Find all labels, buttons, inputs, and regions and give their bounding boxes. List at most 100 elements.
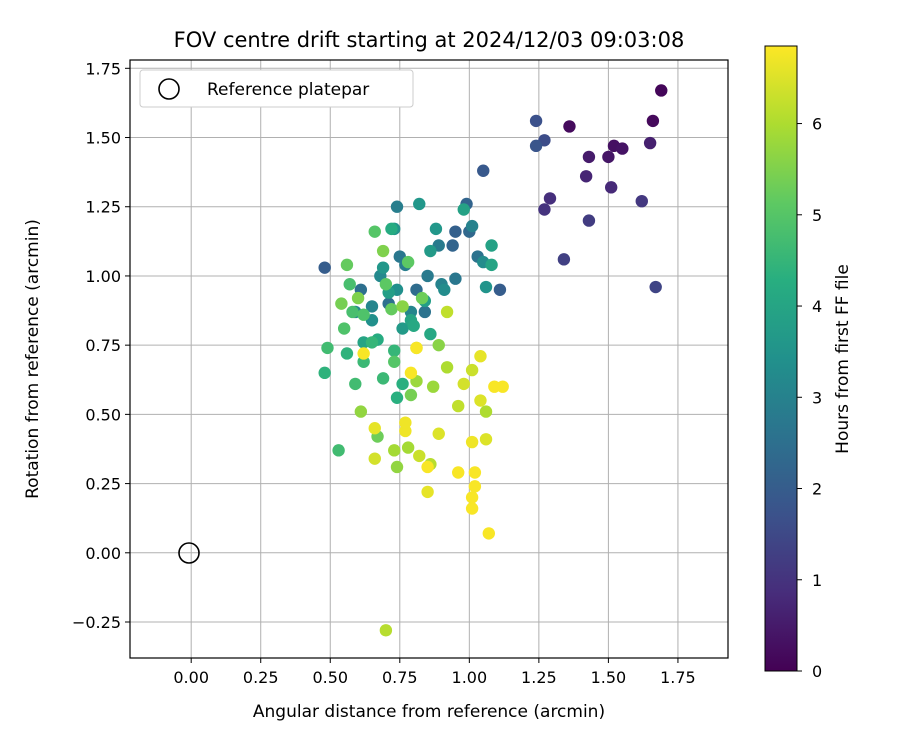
data-point xyxy=(407,319,420,332)
y-axis-label: Rotation from reference (arcmin) xyxy=(23,219,43,499)
x-tick-label: 1.25 xyxy=(521,668,557,687)
data-point xyxy=(479,280,493,294)
colorbar-tick-label: 3 xyxy=(812,388,822,407)
data-point xyxy=(429,222,443,236)
data-point xyxy=(390,460,404,474)
data-point xyxy=(396,322,409,335)
data-point xyxy=(474,350,487,363)
data-point xyxy=(418,305,432,319)
data-point xyxy=(421,485,434,499)
plot-frame xyxy=(129,59,729,659)
y-tick-label: 1.75 xyxy=(85,59,121,78)
data-point xyxy=(421,460,434,474)
colorbar-tick-label: 1 xyxy=(812,571,822,590)
data-point xyxy=(616,142,629,155)
data-point xyxy=(421,269,434,283)
data-point xyxy=(379,624,393,637)
data-point xyxy=(401,441,415,454)
data-point xyxy=(602,150,615,164)
reference-point-marker xyxy=(178,542,200,564)
data-point xyxy=(440,361,454,374)
data-point xyxy=(582,150,596,164)
data-point xyxy=(493,283,507,296)
colorbar-tick-label: 2 xyxy=(812,480,822,499)
data-point xyxy=(465,435,479,449)
data-point xyxy=(388,355,401,368)
data-point xyxy=(318,261,331,274)
data-point xyxy=(335,297,348,310)
legend-entry-reference: Reference platepar xyxy=(207,80,369,100)
data-point xyxy=(399,416,412,429)
data-point xyxy=(482,527,495,540)
data-point xyxy=(485,239,498,252)
data-point xyxy=(349,377,362,391)
data-point xyxy=(357,308,370,321)
data-point xyxy=(376,244,390,258)
data-point xyxy=(529,114,543,128)
data-point xyxy=(465,219,479,233)
data-point xyxy=(346,305,359,319)
data-point xyxy=(582,214,596,227)
data-point xyxy=(604,181,618,194)
data-point xyxy=(413,197,426,211)
data-point xyxy=(426,380,440,393)
colorbar-tick-label: 4 xyxy=(812,297,822,316)
data-point xyxy=(365,300,379,313)
data-point xyxy=(465,491,479,504)
data-point xyxy=(474,394,487,407)
data-point xyxy=(557,253,571,266)
data-point xyxy=(649,280,662,294)
data-point xyxy=(368,452,381,465)
data-point xyxy=(479,433,493,446)
x-axis-label: Angular distance from reference (arcmin) xyxy=(253,702,605,722)
x-tick-label: 1.50 xyxy=(591,668,627,687)
data-point xyxy=(432,338,445,352)
legend-marker-icon xyxy=(158,78,180,100)
data-point xyxy=(340,347,354,360)
data-point xyxy=(365,336,379,349)
data-point xyxy=(646,114,660,128)
data-point xyxy=(643,136,657,150)
y-tick-label: −0.25 xyxy=(72,613,121,632)
data-point xyxy=(396,300,409,313)
data-point xyxy=(379,278,393,291)
data-point xyxy=(401,255,415,269)
data-point xyxy=(457,377,470,391)
data-point xyxy=(410,341,423,355)
data-point xyxy=(457,203,470,216)
y-tick-label: 1.25 xyxy=(85,198,121,217)
colorbar-tick-label: 5 xyxy=(812,206,822,225)
data-point xyxy=(477,164,490,177)
colorbar-gradient xyxy=(764,45,798,672)
y-tick-label: 0.50 xyxy=(85,405,121,424)
y-tick-label: 0.25 xyxy=(85,475,121,494)
data-point xyxy=(390,391,404,404)
data-point xyxy=(388,444,401,457)
data-point xyxy=(343,278,356,291)
data-point xyxy=(404,366,418,380)
data-point xyxy=(479,405,493,418)
colorbar-tick-label: 6 xyxy=(812,115,822,134)
data-point xyxy=(452,399,465,413)
x-tick-label: 0.25 xyxy=(243,668,279,687)
data-point xyxy=(396,377,409,391)
data-point xyxy=(332,444,345,457)
y-tick-label: 1.00 xyxy=(85,267,121,286)
data-point xyxy=(452,466,465,479)
data-point xyxy=(340,258,354,272)
data-point xyxy=(424,327,437,341)
data-point xyxy=(543,192,557,205)
data-point xyxy=(465,502,479,515)
scatter-points xyxy=(318,84,668,637)
data-point xyxy=(390,200,404,213)
data-point xyxy=(388,344,401,357)
x-tick-label: 0.75 xyxy=(382,668,418,687)
colorbar-label: Hours from first FF file xyxy=(833,264,853,454)
data-point xyxy=(449,225,462,238)
x-tick-label: 1.75 xyxy=(660,668,696,687)
data-point xyxy=(376,261,390,274)
data-point xyxy=(357,347,370,360)
data-point xyxy=(385,222,398,236)
data-point xyxy=(468,466,482,479)
data-point xyxy=(424,244,437,258)
